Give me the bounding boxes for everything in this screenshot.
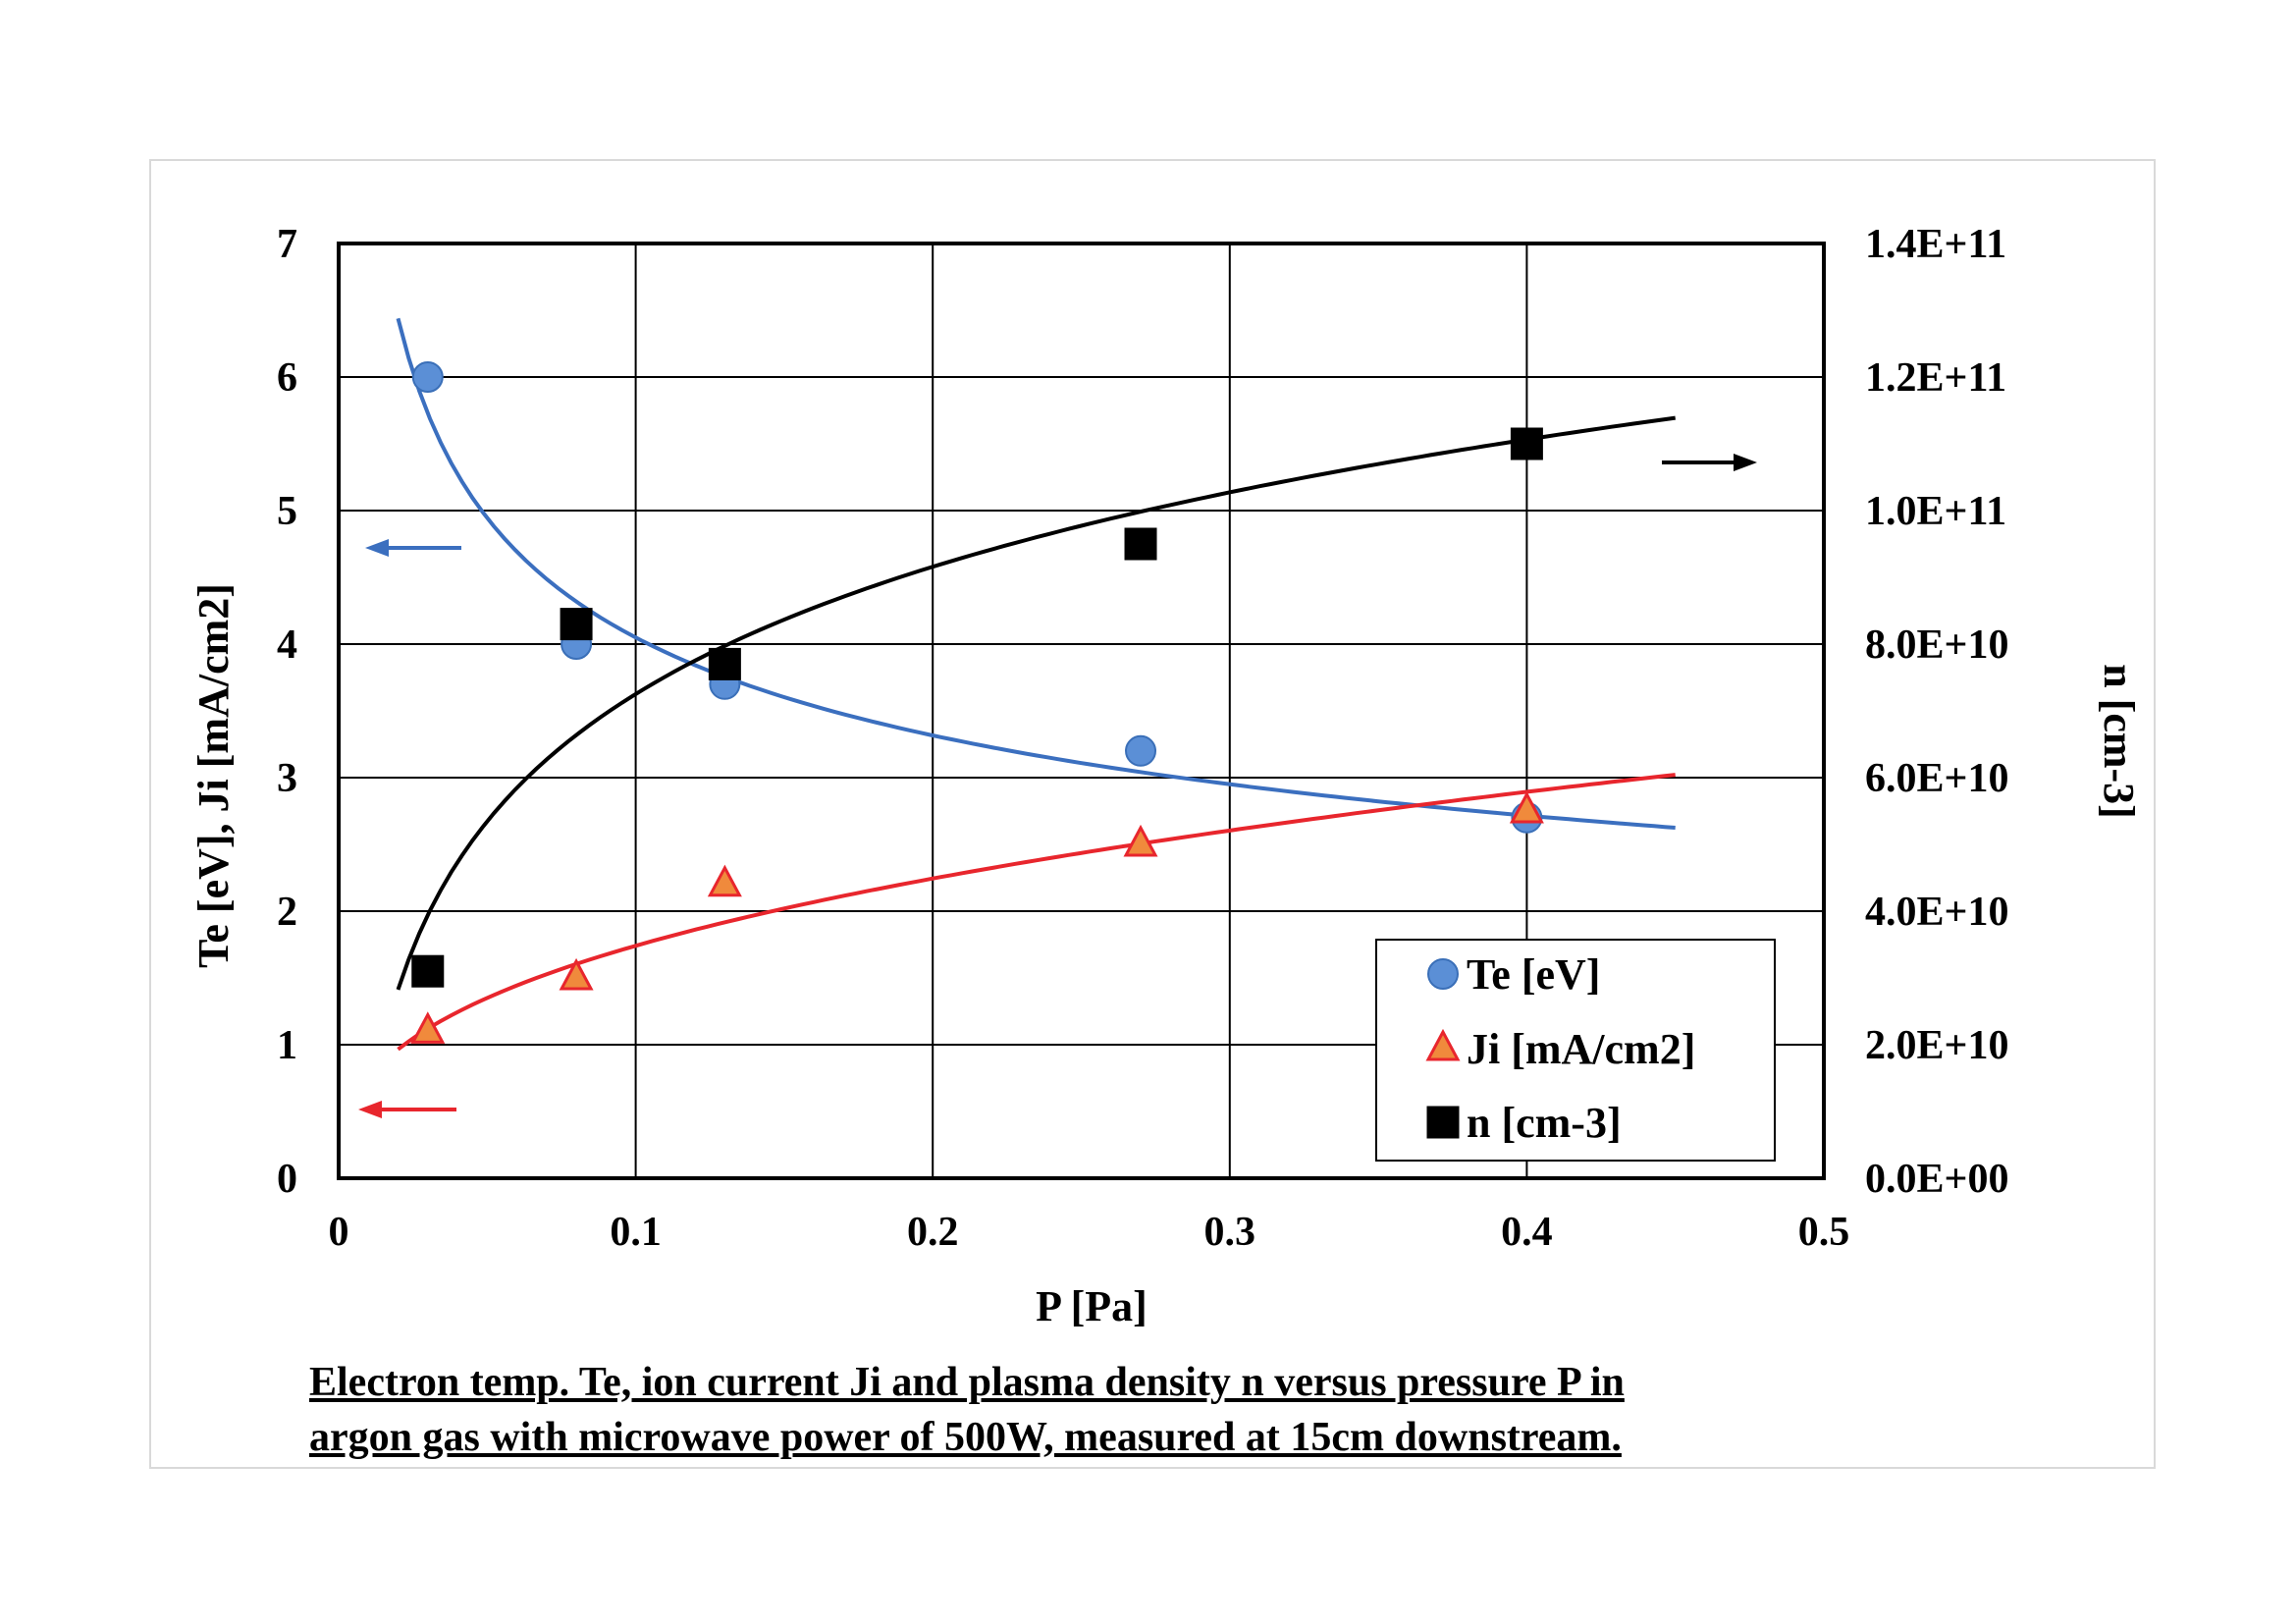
x-tick-label: 0.5: [1798, 1210, 1850, 1255]
arrow-head: [1734, 454, 1757, 471]
data-point-n: [1124, 527, 1157, 561]
legend-item-ji: Ji [mA/cm2]: [1425, 1025, 1695, 1073]
data-point-te: [1125, 734, 1157, 767]
left-y-tick-label: 5: [277, 489, 297, 534]
x-tick-label: 0: [329, 1210, 349, 1255]
legend-label-te: Te [eV]: [1467, 950, 1600, 999]
arrow-head: [358, 1101, 382, 1118]
left-y-tick-label: 2: [277, 890, 297, 935]
data-point-ji: [707, 864, 742, 897]
data-markers: [410, 361, 1544, 1044]
caption-line-2: argon gas with microwave power of 500W, …: [309, 1415, 1622, 1460]
te-left-arrow: [365, 539, 461, 557]
legend-marker-n: [1426, 1106, 1460, 1139]
x-tick-label: 0.2: [907, 1210, 959, 1255]
data-point-n: [411, 954, 445, 988]
left-y-tick-label: 3: [277, 756, 297, 801]
right-y-tick-label: 6.0E+10: [1865, 756, 2008, 801]
data-point-n: [1510, 427, 1543, 460]
tick-labels: 0 0.1 0.2 0.3 0.4 0.5 0 1 2 3 4 5 6 7 0.0E+00 2.0E+10 4.…: [277, 222, 2008, 1255]
left-y-tick-label: 0: [277, 1157, 297, 1202]
trendlines: [396, 317, 1676, 1052]
data-point-te: [411, 361, 444, 393]
legend-item-te: Te [eV]: [1427, 950, 1600, 999]
legend-label-ji: Ji [mA/cm2]: [1467, 1025, 1695, 1073]
right-y-tick-label: 1.0E+11: [1865, 489, 2006, 534]
data-point-n: [560, 608, 593, 641]
left-y-tick-label: 7: [277, 222, 297, 267]
right-y-tick-label: 1.4E+11: [1865, 222, 2006, 267]
trendline-ji: [397, 773, 1676, 1052]
left-y-tick-label: 4: [277, 623, 297, 668]
trendline-te: [396, 317, 1676, 830]
data-point-ji: [1509, 790, 1544, 824]
arrow-head: [365, 539, 389, 557]
x-tick-label: 0.1: [610, 1210, 662, 1255]
legend-marker-te: [1427, 958, 1459, 990]
right-y-tick-label: 2.0E+10: [1865, 1023, 2008, 1068]
figure-caption: Electron temp. Te, ion current Ji and pl…: [309, 1355, 1978, 1465]
legend-marker-ji: [1425, 1028, 1461, 1061]
x-axis-title: P [Pa]: [1036, 1282, 1148, 1330]
n-right-arrow: [1662, 454, 1757, 471]
grid: [337, 242, 1826, 1180]
left-y-axis-title: Te [eV], Ji [mA/cm2]: [189, 583, 238, 968]
trendline-n: [396, 415, 1676, 991]
right-y-tick-label: 1.2E+11: [1865, 355, 2006, 401]
left-y-tick-label: 1: [277, 1023, 297, 1068]
x-tick-label: 0.3: [1204, 1210, 1256, 1255]
axis-arrows: [358, 454, 1757, 1118]
legend-label-n: n [cm-3]: [1467, 1099, 1622, 1147]
legend: Te [eV] Ji [mA/cm2] n [cm-3]: [1375, 939, 1776, 1162]
legend-item-n: n [cm-3]: [1426, 1099, 1622, 1147]
right-y-tick-label: 8.0E+10: [1865, 623, 2008, 668]
data-point-ji: [410, 1011, 446, 1044]
left-y-tick-label: 6: [277, 355, 297, 401]
right-y-tick-label: 4.0E+10: [1865, 890, 2008, 935]
right-y-tick-label: 0.0E+00: [1865, 1157, 2008, 1202]
right-y-axis-title: n [cm-3]: [2095, 664, 2143, 819]
data-point-n: [708, 647, 741, 680]
data-point-ji: [559, 957, 594, 991]
ji-left-arrow: [358, 1101, 456, 1118]
caption-line-1: Electron temp. Te, ion current Ji and pl…: [309, 1360, 1625, 1405]
data-point-ji: [1123, 824, 1158, 857]
x-tick-label: 0.4: [1501, 1210, 1553, 1255]
plot-border: [337, 242, 1826, 1180]
